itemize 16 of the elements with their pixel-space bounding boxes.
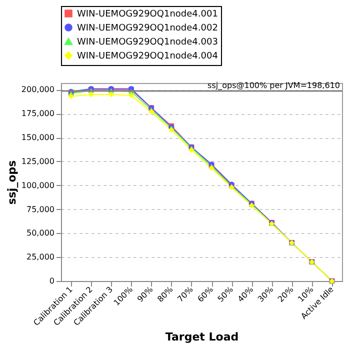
y-tick-label: 0 [49, 276, 54, 286]
y-tick-label: 150,000 [21, 133, 54, 142]
y-tick-label: 100,000 [21, 180, 54, 190]
ref-line-label: ssj_ops@100% per JVM=198,610 [208, 81, 340, 90]
y-tick-label: 175,000 [21, 109, 54, 118]
legend-label: WIN-UEMOG929OQ1node4.003 [77, 38, 218, 48]
y-tick-label: 25,000 [26, 252, 54, 262]
legend-label: WIN-UEMOG929OQ1node4.001 [77, 10, 218, 20]
legend-label: WIN-UEMOG929OQ1node4.004 [77, 52, 218, 62]
y-tick-label: 200,000 [21, 85, 54, 94]
legend-label: WIN-UEMOG929OQ1node4.002 [77, 24, 218, 34]
y-axis-title: ssj_ops [5, 160, 18, 205]
y-tick-label: 50,000 [26, 228, 54, 238]
y-tick-label: 75,000 [26, 204, 54, 214]
y-tick-label: 125,000 [21, 156, 54, 166]
x-axis-title: Target Load [165, 330, 239, 344]
